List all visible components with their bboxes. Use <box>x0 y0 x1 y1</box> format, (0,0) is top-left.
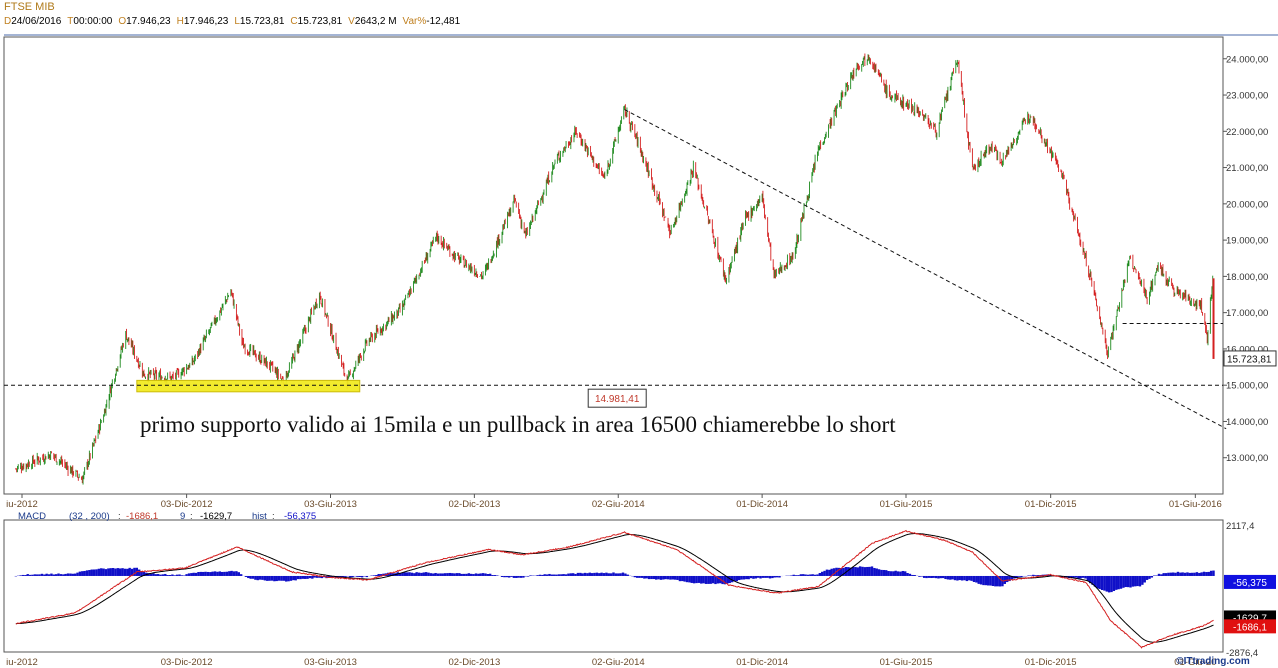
stat-value-3: 17.946,23 <box>183 16 229 27</box>
price-tick-label: 17.000,00 <box>1226 308 1268 319</box>
price-tick-label: 24.000,00 <box>1226 54 1268 65</box>
last-price-box <box>1223 350 1277 367</box>
macd-hist-last-box <box>1224 574 1276 589</box>
annotation-text: primo supporto valido ai 15mila e un pul… <box>140 412 896 437</box>
macd-hist-last: -56,375 <box>1233 578 1267 589</box>
stat-key-1: T <box>67 16 74 27</box>
macd-x-tick-label: 01-Giu-20 <box>1174 657 1216 668</box>
macd-sep2: : <box>190 511 193 522</box>
macd-sep3: : <box>272 511 275 522</box>
price-tick-label: 19.000,00 <box>1226 236 1268 247</box>
macd-x-tick-label: 02-Giu-2014 <box>592 657 645 668</box>
stat-key-6: V <box>348 16 355 27</box>
macd-line-last: -1686,1 <box>1233 622 1267 633</box>
macd-title: MACD <box>18 511 46 522</box>
x-tick-label: 02-Dic-2013 <box>448 499 500 510</box>
macd-x-tick-label: 03-Dic-2012 <box>161 657 213 668</box>
macd-line <box>15 529 1214 649</box>
macd-histogram-group <box>14 566 1215 593</box>
macd-signal-last: -1629,7 <box>1233 613 1267 624</box>
stat-value-0: 24/06/2016 <box>11 16 62 27</box>
stat-key-5: C <box>290 16 298 27</box>
final-candle <box>1212 278 1215 359</box>
stat-value-5: 15.723,81 <box>297 16 343 27</box>
x-tick-label: 01-Dic-2014 <box>736 499 788 510</box>
macd-x-tick-label: 01-Dic-2015 <box>1025 657 1077 668</box>
x-tick-label: 01-Giu-2016 <box>1169 499 1222 510</box>
macd-hist-label: hist <box>252 511 267 522</box>
macd-value: -1686,1 <box>126 511 158 522</box>
stat-value-6: 2643,2 M <box>354 16 397 27</box>
price-tick-label: 20.000,00 <box>1226 199 1268 210</box>
candles-group <box>15 53 1214 485</box>
stat-key-4: L <box>234 16 240 27</box>
annotation-value-box <box>587 388 647 408</box>
macd-x-tick-label: 03-Giu-2013 <box>304 657 357 668</box>
price-panel-frame <box>3 36 1224 495</box>
macd-panel-frame <box>3 519 1224 653</box>
macd-x-tick-label: 01-Dic-2014 <box>736 657 788 668</box>
x-tick-label: 03-Giu-2013 <box>304 499 357 510</box>
annotation-value-label: 14.981,41 <box>595 394 640 405</box>
macd-x-tick-label: iu-2012 <box>6 657 38 668</box>
macd-x-tick-label: 02-Dic-2013 <box>448 657 500 668</box>
resistance-trendline <box>624 109 1227 430</box>
stat-value-2: 17.946,23 <box>126 16 171 27</box>
macd-axis-bottom: -2876,4 <box>1226 648 1258 659</box>
stat-key-7: Var% <box>402 16 427 27</box>
watermark: ©ITtrading.com <box>1176 656 1250 667</box>
macd-sep: : <box>118 511 121 522</box>
price-tick-label: 16.000,00 <box>1226 344 1268 355</box>
macd-signal-value: -1629,7 <box>200 511 232 522</box>
stat-key-3: H <box>176 16 184 27</box>
macd-x-tick-label: 01-Giu-2015 <box>880 657 933 668</box>
instrument-title: FTSE MIB <box>4 1 55 13</box>
macd-signal-line <box>15 533 1214 643</box>
stat-value-7: -12,481 <box>426 16 461 27</box>
price-tick-label: 13.000,00 <box>1226 453 1268 464</box>
x-tick-label: 03-Dic-2012 <box>161 499 213 510</box>
price-tick-label: 15.000,00 <box>1226 381 1268 392</box>
price-tick-label: 14.000,00 <box>1226 417 1268 428</box>
ohlc-stats-bar: D24/06/2016 T00:00:00 O17.946,23 H17.946,23… <box>4 16 460 27</box>
price-tick-label: 23.000,00 <box>1226 91 1268 102</box>
stat-key-2: O <box>118 16 127 27</box>
last-price-label: 15.723,81 <box>1227 354 1272 365</box>
macd-hist-value: -56,375 <box>284 511 316 522</box>
price-tick-label: 22.000,00 <box>1226 127 1268 138</box>
stat-key-0: D <box>4 16 12 27</box>
stat-value-1: 00:00:00 <box>73 16 113 27</box>
macd-signal-period: 9 <box>180 511 185 522</box>
macd-params: (32 , 200) <box>69 511 110 522</box>
price-tick-label: 18.000,00 <box>1226 272 1268 283</box>
x-tick-label: 01-Giu-2015 <box>880 499 933 510</box>
stat-value-4: 15.723,81 <box>239 16 285 27</box>
x-tick-label: iu-2012 <box>6 499 38 510</box>
support-zone-highlight <box>136 379 361 393</box>
price-tick-label: 21.000,00 <box>1226 163 1268 174</box>
macd-axis-top: 2117,4 <box>1226 521 1254 532</box>
x-tick-label: 02-Giu-2014 <box>592 499 645 510</box>
macd-line-last-box <box>1224 619 1276 634</box>
x-tick-label: 01-Dic-2015 <box>1025 499 1077 510</box>
